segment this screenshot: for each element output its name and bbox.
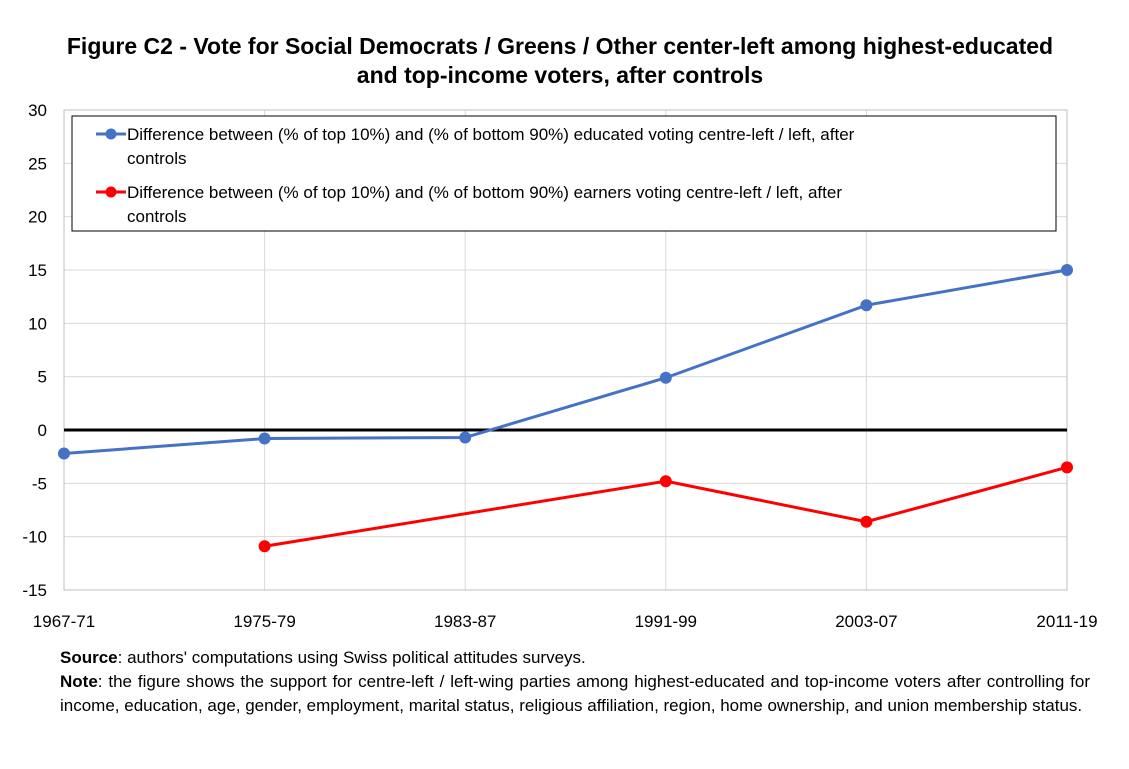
y-tick-label: -5 <box>32 474 47 493</box>
data-point <box>258 540 271 553</box>
legend: Difference between (% of top 10%) and (%… <box>71 115 1057 232</box>
legend-swatch-marker <box>105 128 117 140</box>
data-point <box>1061 264 1073 276</box>
y-tick-label: 0 <box>38 421 47 440</box>
series <box>58 264 1073 553</box>
data-point <box>659 371 672 384</box>
chart-title: Figure C2 - Vote for Social Democrats / … <box>66 33 1054 88</box>
series-line <box>63 268 1068 455</box>
source-text: : authors' computations using Swiss poli… <box>117 648 586 667</box>
source-label: Source <box>60 648 118 667</box>
y-tick-label: -15 <box>22 581 47 600</box>
y-tick-label: -10 <box>22 528 47 547</box>
note-text: : the figure shows the support for centr… <box>60 672 1090 715</box>
y-tick-label: 30 <box>28 101 47 120</box>
data-point <box>860 515 873 528</box>
legend-label: Difference between (% of top 10%) and (%… <box>127 183 842 226</box>
plot-area-border <box>63 109 1068 591</box>
note-label: Note <box>60 672 98 691</box>
x-tick-label: 2011-19 <box>1036 612 1097 631</box>
x-tick-label: 1991-99 <box>635 612 697 631</box>
data-point <box>860 299 873 312</box>
x-tick-label: 1983-87 <box>434 612 496 631</box>
data-point <box>58 447 70 460</box>
x-tick-label: 1967-71 <box>33 612 95 631</box>
y-tick-label: 5 <box>38 368 47 387</box>
legend-box <box>71 115 1057 232</box>
x-tick-label: 2003-07 <box>835 612 897 631</box>
legend-label: Difference between (% of top 10%) and (%… <box>127 125 855 168</box>
y-tick-label: 10 <box>28 314 47 333</box>
y-tick-label: 25 <box>28 154 47 173</box>
data-point <box>258 432 271 445</box>
x-tick-label: 1975-79 <box>233 612 295 631</box>
line-chart: 30 25 20 15 10 5 0 -5 -10 -15 1967-71 1975-79 1983-8… <box>22 101 1097 631</box>
gridlines <box>63 109 1068 591</box>
axes: 30 25 20 15 10 5 0 -5 -10 -15 1967-71 1975-79 1983-8… <box>22 101 1097 631</box>
source-note: Source: authors' computations using Swis… <box>60 646 1090 718</box>
y-tick-label: 20 <box>28 208 47 227</box>
data-point <box>1061 461 1073 474</box>
series-line <box>264 465 1068 548</box>
y-tick-label: 15 <box>28 261 47 280</box>
series-1 <box>58 264 1073 460</box>
note-line: Note: the figure shows the support for c… <box>60 670 1090 718</box>
legend-swatch-marker <box>105 186 117 198</box>
data-point <box>459 431 472 444</box>
source-line: Source: authors' computations using Swis… <box>60 646 1090 670</box>
data-point <box>659 475 672 488</box>
series-2 <box>258 461 1073 553</box>
